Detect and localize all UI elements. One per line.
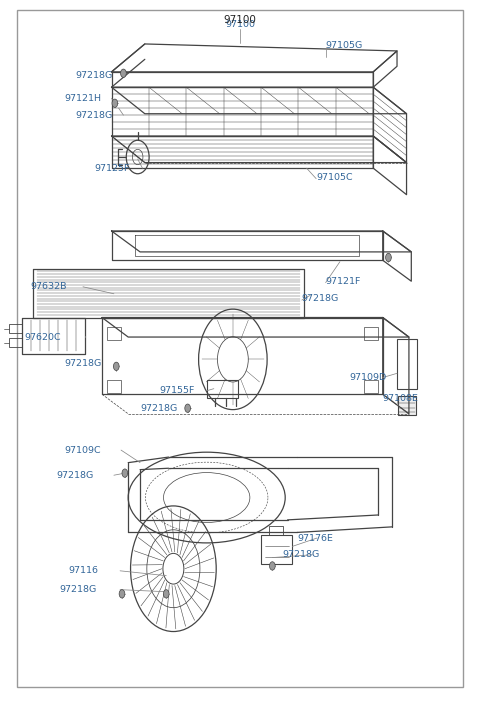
FancyBboxPatch shape: [398, 396, 416, 415]
Circle shape: [163, 590, 169, 598]
Circle shape: [113, 362, 119, 371]
Circle shape: [122, 469, 128, 477]
Text: 97100: 97100: [224, 15, 256, 25]
Text: 97218G: 97218G: [57, 471, 94, 479]
Text: 97218G: 97218G: [283, 550, 320, 559]
Text: 97218G: 97218G: [76, 111, 113, 119]
Text: 97109D: 97109D: [349, 373, 387, 382]
Circle shape: [112, 99, 118, 107]
Text: 97121F: 97121F: [325, 277, 361, 286]
Text: 97125F: 97125F: [95, 164, 130, 173]
Text: 97218G: 97218G: [76, 71, 113, 80]
Text: 97218G: 97218G: [140, 404, 177, 413]
Circle shape: [269, 562, 275, 570]
Text: 97620C: 97620C: [24, 333, 61, 342]
Text: 97109C: 97109C: [64, 446, 101, 455]
Text: 97155F: 97155F: [159, 386, 194, 395]
Circle shape: [385, 253, 391, 262]
Text: 97108E: 97108E: [383, 394, 419, 403]
Circle shape: [120, 69, 126, 77]
Text: 97121H: 97121H: [64, 94, 101, 103]
Circle shape: [185, 404, 191, 412]
Circle shape: [119, 590, 125, 598]
Text: 97218G: 97218G: [59, 585, 96, 594]
Text: 97105G: 97105G: [325, 41, 363, 50]
Text: 97632B: 97632B: [31, 282, 67, 291]
Text: 97176E: 97176E: [297, 534, 333, 543]
Text: 97116: 97116: [69, 567, 99, 576]
Text: 97218G: 97218G: [302, 294, 339, 303]
Text: 97105C: 97105C: [316, 173, 353, 183]
Text: 97100: 97100: [225, 20, 255, 29]
Text: 97218G: 97218G: [64, 359, 101, 368]
